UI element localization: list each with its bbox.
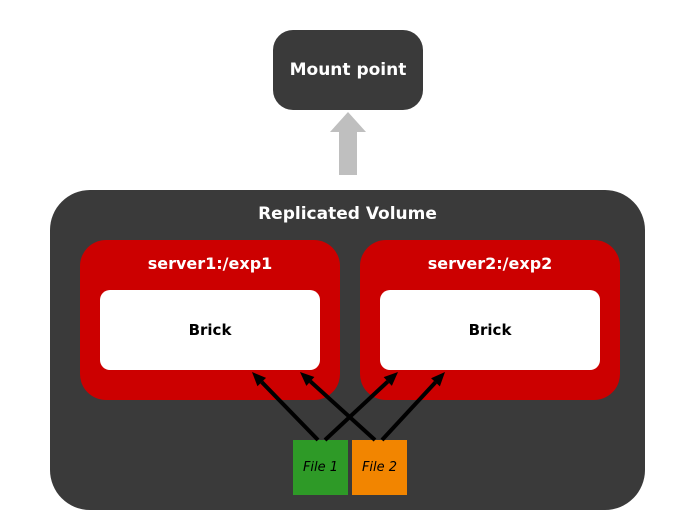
mount-arrow: [330, 112, 366, 175]
server2-label: server2:/exp2: [360, 254, 620, 273]
server2-brick: Brick: [380, 290, 600, 370]
brick-label: Brick: [189, 321, 232, 339]
server1-label: server1:/exp1: [80, 254, 340, 273]
mount-point-box: Mount point: [273, 30, 423, 110]
file1-box: File 1: [293, 440, 348, 495]
replicated-volume-title: Replicated Volume: [50, 204, 645, 224]
mount-point-label: Mount point: [290, 60, 407, 80]
file2-label: File 2: [362, 460, 397, 475]
server1-brick: Brick: [100, 290, 320, 370]
file1-label: File 1: [303, 460, 338, 475]
brick-label: Brick: [469, 321, 512, 339]
file2-box: File 2: [352, 440, 407, 495]
